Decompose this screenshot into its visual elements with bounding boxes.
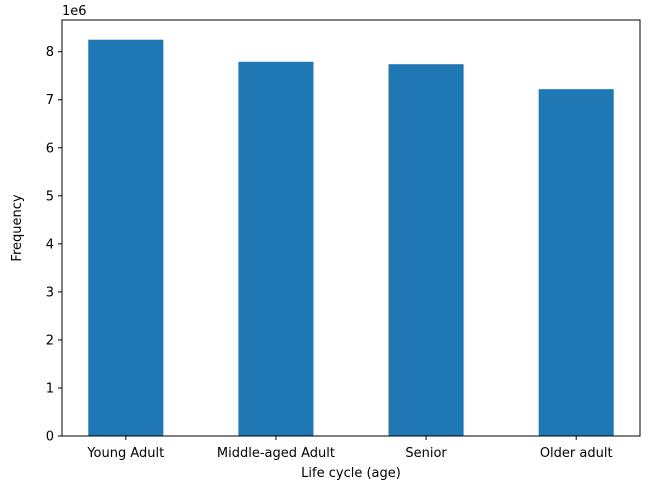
y-tick-label: 4 — [46, 237, 54, 252]
y-offset-label: 1e6 — [62, 4, 87, 19]
y-tick-label: 2 — [46, 333, 54, 348]
x-axis-label: Life cycle (age) — [301, 466, 401, 481]
x-tick-label: Senior — [405, 446, 447, 461]
y-tick-label: 6 — [46, 141, 54, 156]
y-tick-label: 3 — [46, 285, 54, 300]
y-tick-label: 5 — [46, 189, 54, 204]
x-tick-label: Older adult — [540, 446, 613, 461]
plot-frame — [61, 19, 641, 437]
bar-young-adult — [88, 39, 164, 436]
y-axis-label: Frequency — [10, 194, 25, 261]
x-axis-ticks: Young Adult Middle-aged Adult Senior Older … — [86, 436, 613, 461]
bar-older-adult — [538, 89, 614, 436]
bar-middle-aged-adult — [238, 61, 314, 437]
x-tick-label: Young Adult — [86, 446, 164, 461]
bars-group — [88, 39, 614, 437]
y-tick-label: 0 — [46, 430, 54, 445]
x-tick-label: Middle-aged Adult — [217, 446, 335, 461]
bar-senior — [388, 64, 464, 436]
y-tick-label: 8 — [46, 45, 54, 60]
y-axis-ticks: 0 1 2 3 4 5 6 7 8 — [46, 45, 62, 445]
y-tick-label: 7 — [46, 93, 54, 108]
y-tick-label: 1 — [46, 381, 54, 396]
